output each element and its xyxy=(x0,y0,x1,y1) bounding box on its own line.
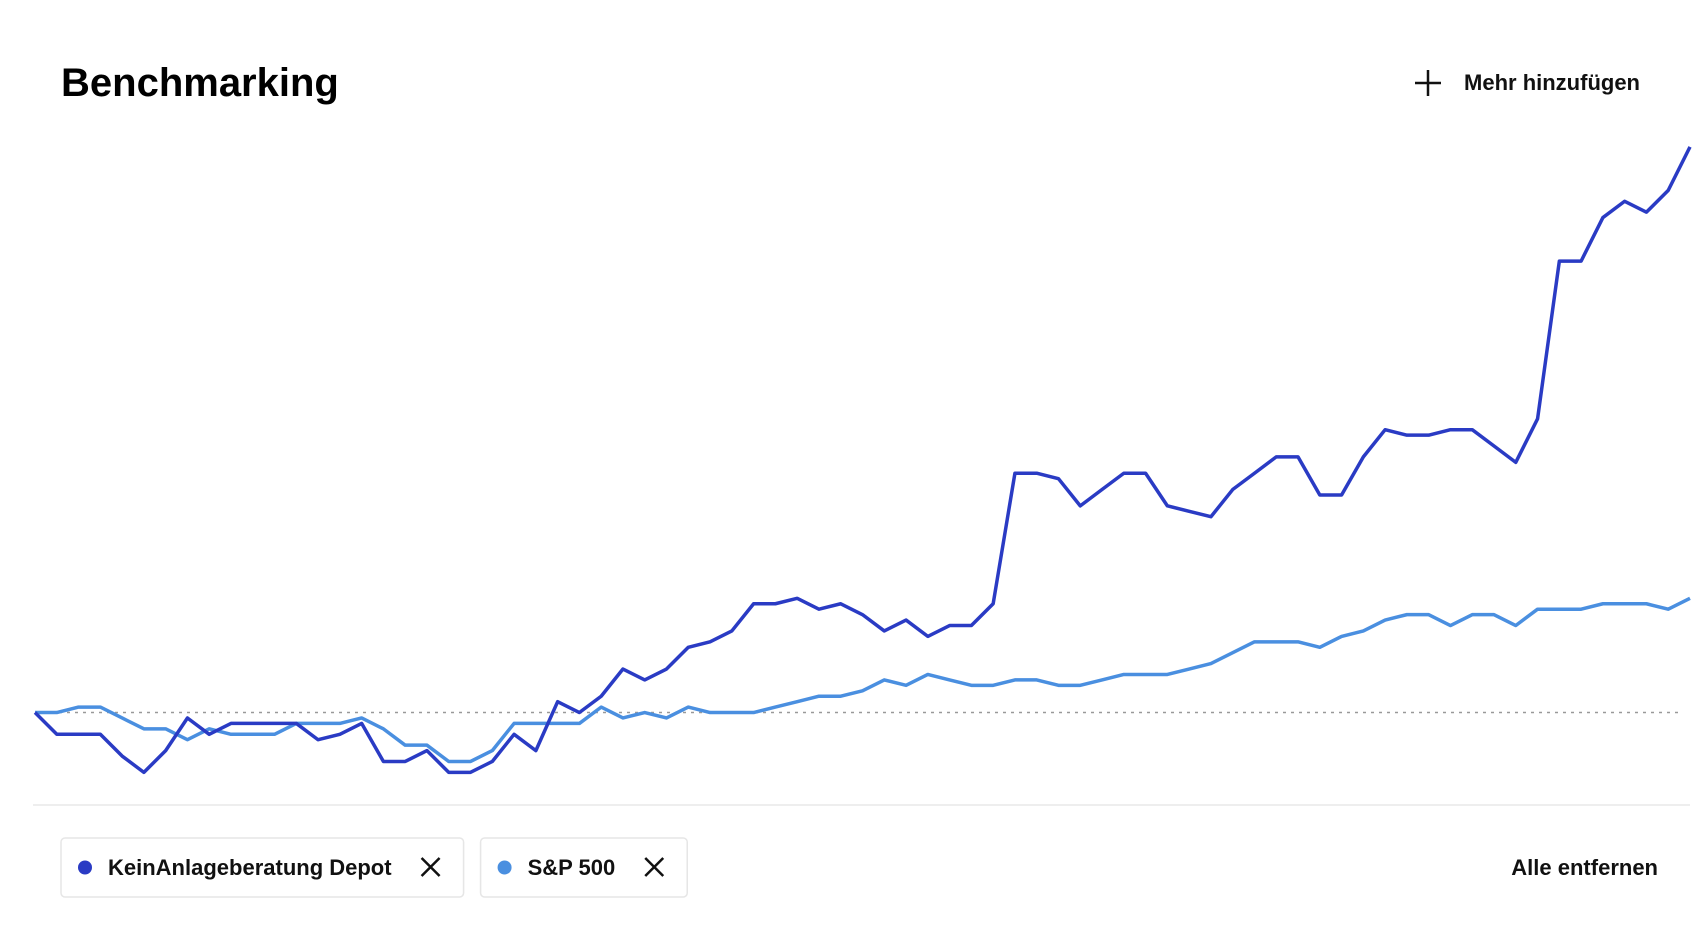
chip-box xyxy=(479,837,688,898)
legend-dot xyxy=(78,860,92,875)
close-icon xyxy=(420,857,441,877)
remove-all-button[interactable]: Alle entfernen xyxy=(1511,855,1658,880)
chip-box xyxy=(60,837,465,898)
legend-label: S&P 500 xyxy=(528,855,616,880)
legend: KeinAnlageberatung Depot S&P 500 xyxy=(60,837,688,898)
remove-series-button[interactable] xyxy=(420,857,441,877)
series-line xyxy=(35,596,1691,764)
legend-chip[interactable]: S&P 500 xyxy=(479,837,688,898)
remove-series-button[interactable] xyxy=(644,857,665,877)
plot xyxy=(33,146,1692,775)
legend-dot xyxy=(497,860,512,875)
close-icon xyxy=(644,857,665,877)
add-button-label[interactable]: Mehr hinzufügen xyxy=(1464,70,1640,95)
series-line xyxy=(33,146,1692,775)
title: Benchmarking xyxy=(61,61,339,105)
legend-label: KeinAnlageberatung Depot xyxy=(108,855,392,880)
legend-chip[interactable]: KeinAnlageberatung Depot xyxy=(60,837,465,898)
add-button[interactable]: Mehr hinzufügen xyxy=(1415,70,1640,96)
